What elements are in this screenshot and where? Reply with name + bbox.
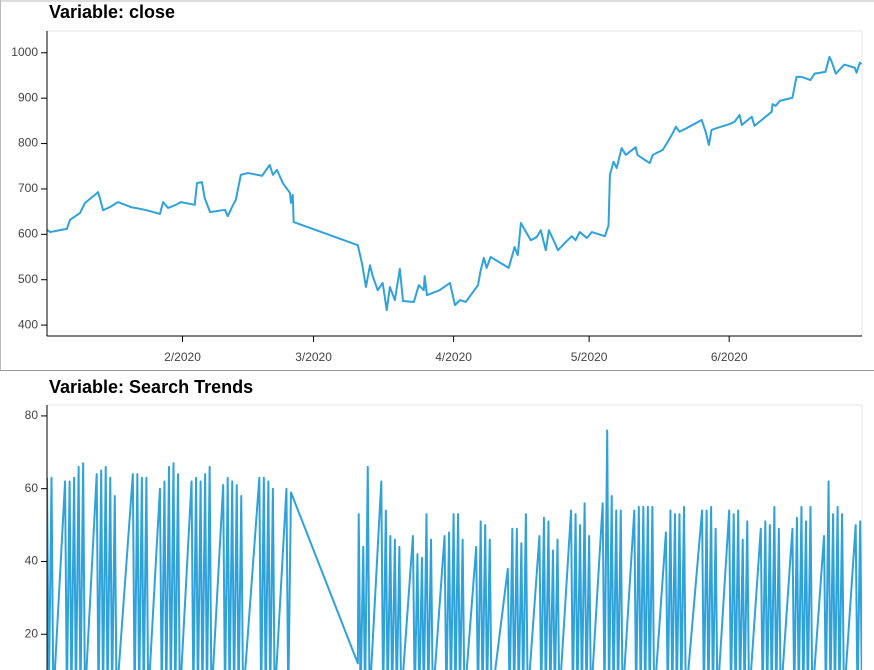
y-tick-label: 800: [18, 136, 38, 150]
data-line: [47, 55, 862, 312]
chart-title: Variable: Search Trends: [49, 377, 253, 397]
y-tick-label: 600: [18, 227, 38, 241]
y-tick-label: 400: [18, 317, 38, 331]
data-line: [47, 429, 862, 670]
y-tick-label: 500: [18, 272, 38, 286]
x-tick-label: 5/2020: [571, 350, 608, 364]
plot-area: [47, 429, 862, 670]
x-tick-label: 2/2020: [164, 350, 201, 364]
y-tick-label: 900: [18, 90, 38, 104]
x-tick-label: 3/2020: [295, 350, 332, 364]
x-tick-label: 4/2020: [435, 350, 472, 364]
y-tick-label: 20: [25, 626, 39, 640]
y-tick-label: 60: [25, 481, 39, 495]
y-tick-label: 700: [18, 181, 38, 195]
y-tick-label: 40: [25, 554, 39, 568]
plot-area: [47, 55, 862, 312]
chart-title: Variable: close: [49, 2, 175, 22]
y-tick-label: 1000: [11, 45, 38, 59]
x-tick-label: 6/2020: [711, 350, 748, 364]
y-tick-label: 80: [25, 408, 39, 422]
